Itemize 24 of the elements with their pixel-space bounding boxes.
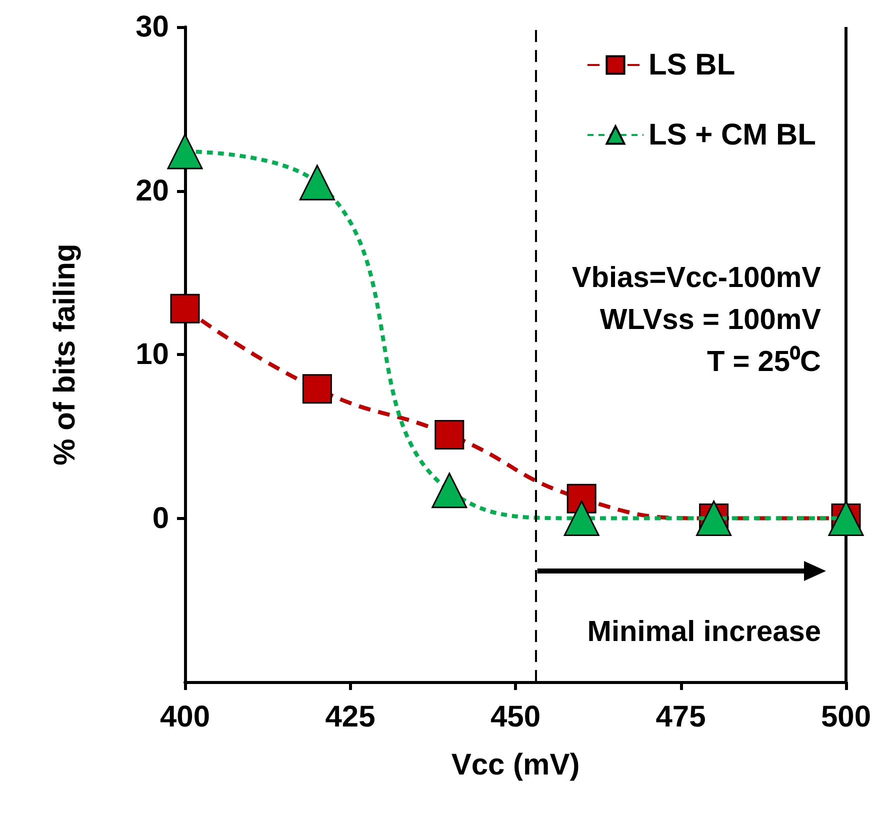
x-tick-label: 450 bbox=[490, 700, 541, 734]
legend-label: LS + CM BL bbox=[648, 118, 816, 152]
y-tick-label: 0 bbox=[152, 502, 169, 535]
point bbox=[167, 134, 203, 170]
point bbox=[170, 294, 200, 324]
point bbox=[434, 420, 464, 450]
x-axis-title: Vcc (mV) bbox=[451, 748, 580, 782]
x-tick-label: 400 bbox=[160, 700, 210, 734]
point bbox=[299, 164, 335, 200]
y-tick-label: 20 bbox=[136, 174, 169, 208]
y-axis-title: % of bits failing bbox=[48, 244, 82, 466]
x-tick-label: 425 bbox=[325, 700, 376, 734]
y-tick-label: 30 bbox=[136, 10, 169, 44]
point bbox=[302, 374, 332, 404]
annotation: Minimal increase bbox=[587, 616, 821, 648]
point bbox=[564, 500, 600, 536]
point bbox=[432, 472, 468, 508]
x-tick-label: 500 bbox=[820, 700, 872, 734]
annotation: WLVss = 100mV bbox=[600, 304, 822, 336]
x-tick-label: 475 bbox=[656, 700, 706, 734]
annotation: T = 25⁰C bbox=[707, 345, 822, 378]
legend-label: LS BL bbox=[648, 48, 736, 82]
annotation: Vbias=Vcc-100mV bbox=[572, 262, 822, 294]
y-tick-label: 10 bbox=[136, 338, 169, 371]
